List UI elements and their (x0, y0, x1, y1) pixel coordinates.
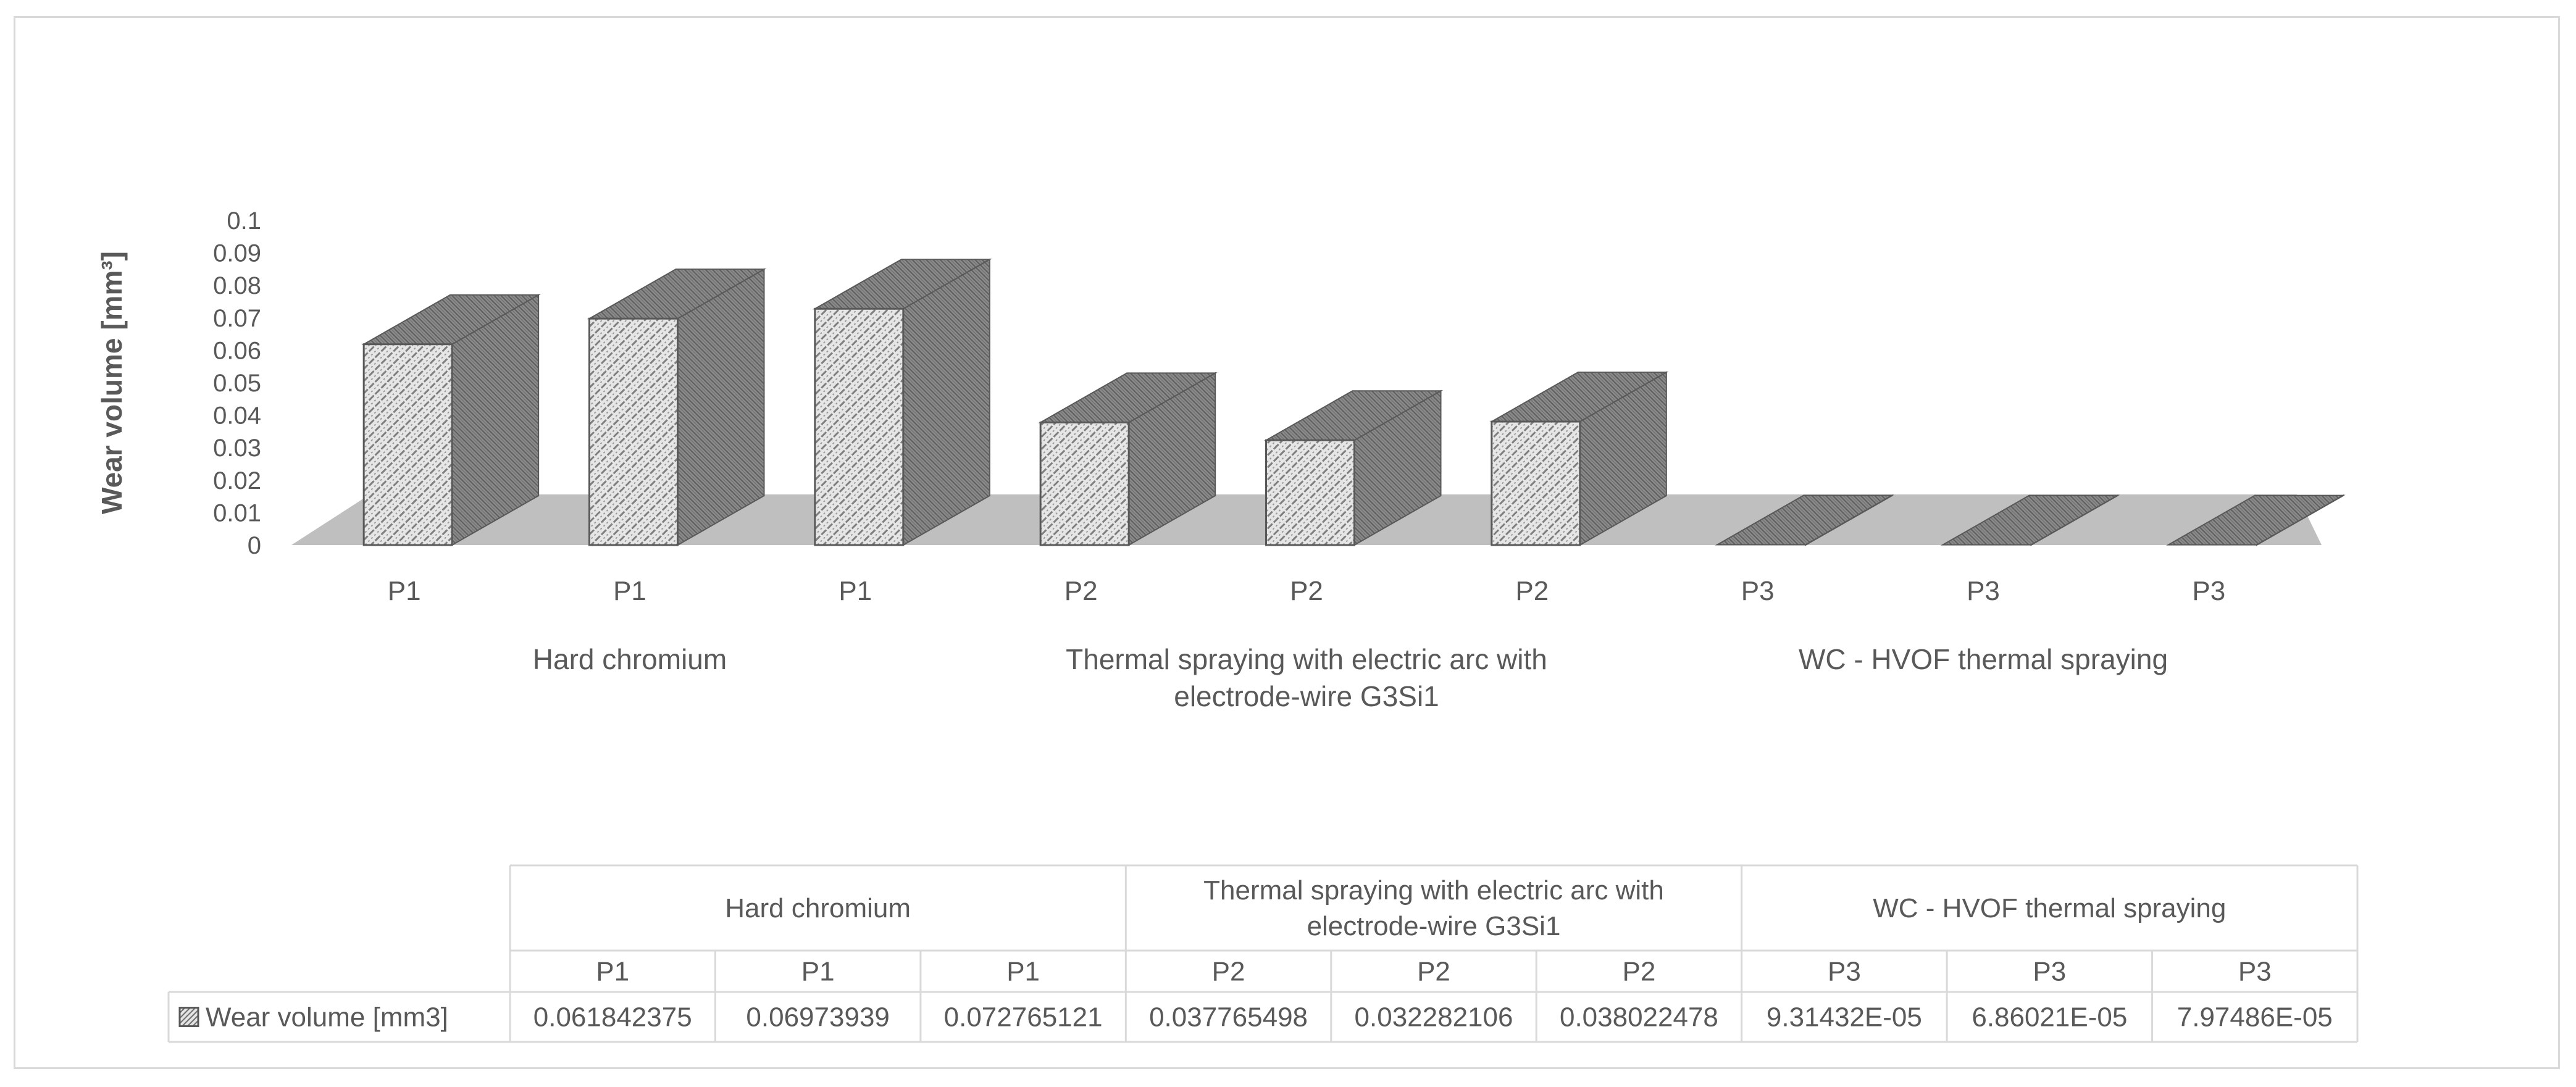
bar-3 (813, 258, 992, 546)
table-value-cell: 9.31432E-05 (1767, 1002, 1922, 1033)
table-group-header: Hard chromium (725, 893, 911, 923)
table-category-header: P2 (1623, 957, 1656, 987)
x-category-label: P1 (613, 576, 646, 606)
legend-key (178, 1007, 199, 1027)
y-tick-label: 0.1 (227, 207, 261, 235)
bar-8 (1940, 494, 2120, 546)
y-tick-label: 0.02 (213, 467, 261, 494)
table-value-cell: 0.072765121 (944, 1002, 1103, 1033)
table-value-cell: 0.032282106 (1355, 1002, 1513, 1033)
x-category-label: P3 (1741, 576, 1775, 606)
y-tick-label: 0.07 (213, 305, 261, 332)
bar-side-face (902, 258, 990, 546)
table-series-name: Wear volume [mm3] (206, 1002, 448, 1033)
table-category-header: P3 (2238, 957, 2272, 987)
bar-front-face (588, 317, 679, 546)
x-group-label: WC - HVOF thermal spraying (1799, 643, 2168, 675)
bar-front-face (362, 343, 453, 546)
x-category-label: P3 (2192, 576, 2225, 606)
bar-7 (1715, 494, 1894, 546)
y-tick-label: 0.04 (213, 402, 261, 430)
y-tick-label: 0.01 (213, 499, 261, 527)
x-category-label: P2 (1064, 576, 1098, 606)
x-group-label: Hard chromium (533, 643, 727, 675)
x-category-label: P2 (1515, 576, 1549, 606)
bar-front-face (814, 307, 905, 546)
bar-1 (361, 293, 541, 546)
table-value-cell: 0.06973939 (746, 1002, 889, 1033)
bar-2 (587, 268, 767, 546)
table-value-cell: 0.061842375 (533, 1002, 692, 1033)
table-category-header: P2 (1212, 957, 1245, 987)
bar-top-face (1940, 494, 2120, 546)
y-tick-label: 0 (248, 532, 261, 559)
y-tick-label: 0.08 (213, 272, 261, 299)
table-category-header: P3 (1828, 957, 1861, 987)
y-tick-label: 0.06 (213, 337, 261, 364)
bar-top-face (2166, 494, 2346, 546)
y-tick-label: 0.03 (213, 435, 261, 462)
table-value-cell: 0.038022478 (1560, 1002, 1718, 1033)
table-category-header: P1 (1006, 957, 1040, 987)
chart-frame: 0 0.01 0.02 0.03 0.04 0.05 0.06 0.07 0.08 0.09 0.1… (14, 16, 2560, 1069)
x-group-label: electrode-wire G3Si1 (1174, 680, 1439, 712)
table-value-cell: 0.037765498 (1149, 1002, 1308, 1033)
table-value-cell: 6.86021E-05 (1972, 1002, 2127, 1033)
bar-front-face (1265, 439, 1355, 546)
table-group-header: Thermal spraying with electric arc with (1203, 875, 1664, 906)
x-category-label: P1 (838, 576, 872, 606)
y-tick-label: 0.09 (213, 240, 261, 267)
bar-front-face (1491, 420, 1581, 546)
table-category-header: P1 (596, 957, 629, 987)
table-value-cell: 7.97486E-05 (2177, 1002, 2333, 1033)
x-group-label: Thermal spraying with electric arc with (1066, 643, 1547, 675)
table-category-header: P1 (801, 957, 835, 987)
chart-canvas: 0 0.01 0.02 0.03 0.04 0.05 0.06 0.07 0.08 0.09 0.1… (96, 207, 2359, 1043)
x-category-label: P1 (388, 576, 421, 606)
bar-9 (2166, 494, 2346, 546)
bar-4 (1038, 372, 1218, 546)
bar-front-face (1039, 421, 1130, 546)
table-group-header: electrode-wire G3Si1 (1307, 911, 1561, 941)
bar-top-face (1715, 494, 1894, 546)
x-category-label: P2 (1290, 576, 1323, 606)
table-group-header: WC - HVOF thermal spraying (1873, 893, 2226, 923)
table-category-header: P2 (1417, 957, 1450, 987)
table-category-header: P3 (2033, 957, 2066, 987)
y-axis-title: Wear volume [mm³] (96, 251, 128, 514)
y-tick-label: 0.05 (213, 370, 261, 397)
bar-5 (1263, 389, 1444, 546)
x-category-label: P3 (1967, 576, 2000, 606)
bar-6 (1489, 371, 1669, 546)
